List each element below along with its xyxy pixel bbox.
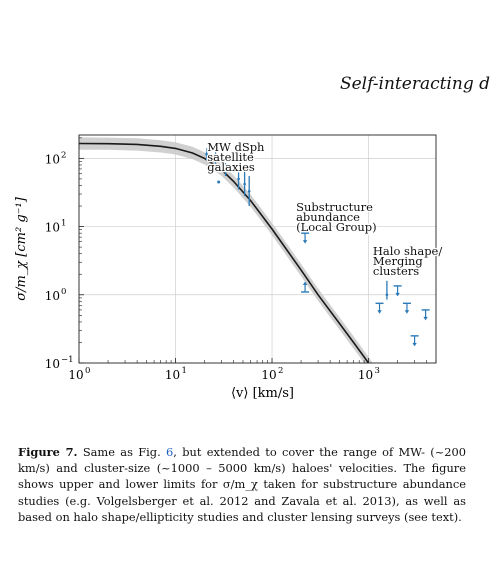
upper-limit-arrow (423, 316, 428, 321)
y-tick-label-exponent: 0 (61, 287, 66, 297)
curve-uncertainty-band (79, 137, 373, 363)
x-axis-label: ⟨v⟩ [km/s] (231, 386, 294, 401)
running-head: Self-interacting d (339, 74, 490, 94)
caption-text-rest: , but extended to cover the range of MW-… (18, 445, 466, 524)
constraint-point (243, 182, 246, 186)
annotation-line: Merging (373, 254, 424, 268)
constraint-marker (301, 232, 310, 244)
lower-limit-arrow (302, 281, 308, 285)
constraint-point (224, 167, 227, 171)
figure-reference-link[interactable]: 6 (166, 445, 174, 459)
x-tick-label-exponent: 3 (375, 366, 380, 376)
constraint-marker (393, 285, 402, 297)
uncertainty-band (79, 137, 373, 363)
x-tick-label-exponent: 1 (182, 366, 187, 376)
y-tick-label: 10 (45, 221, 60, 235)
y-axis-label: σ/m_χ [cm² g⁻¹] (14, 196, 29, 301)
annotation-line: galaxies (207, 160, 255, 174)
constraint-marker (421, 309, 430, 321)
constraint-marker (247, 176, 251, 207)
x-tick-label: 10 (68, 368, 83, 382)
upper-limit-arrow (404, 310, 410, 314)
plot-frame (78, 134, 437, 364)
y-tick-label-exponent: 2 (61, 150, 66, 160)
observational-constraints (205, 148, 430, 347)
annotation-line: MW dSph (207, 140, 265, 154)
constraint-point (385, 293, 389, 297)
constraint-point (237, 177, 240, 181)
caption-text-start: Same as Fig. (77, 445, 167, 459)
y-tick-label-exponent: 1 (61, 219, 66, 229)
velocity-dependent-curve (79, 142, 370, 363)
constraint-point (247, 189, 251, 193)
constraint-marker (385, 280, 389, 300)
constraint-marker (205, 148, 208, 160)
constraint-point (205, 152, 208, 156)
constraint-marker (214, 151, 217, 165)
constraint-point (217, 180, 221, 184)
annotation-line: Halo shape/ (373, 244, 442, 258)
annotation-line: abundance (296, 210, 360, 224)
constraint-marker (410, 335, 419, 347)
annotation-line: (Local Group) (296, 220, 377, 234)
cross-section-curve (79, 142, 370, 363)
constraint-marker (237, 168, 240, 190)
constraint-marker (301, 281, 310, 293)
annotation-line: clusters (373, 264, 419, 278)
upper-limit-arrow (377, 310, 382, 314)
constraint-marker (243, 164, 246, 197)
caption-label: Figure 7. (18, 445, 78, 459)
x-tick-label: 10 (165, 368, 180, 382)
x-tick-label: 10 (261, 368, 276, 382)
x-tick-label: 10 (358, 368, 373, 382)
constraint-marker (224, 163, 227, 177)
y-tick-label: 10 (45, 357, 60, 371)
constraint-marker (402, 302, 411, 314)
upper-limit-arrow (302, 240, 308, 244)
figure-caption: Figure 7. Same as Fig. 6, but extended t… (18, 444, 466, 525)
y-tick-label-exponent: −1 (61, 355, 74, 365)
x-tick-label-exponent: 0 (85, 366, 90, 376)
annotation-line: satellite (207, 150, 254, 164)
constraint-point (214, 157, 217, 160)
cross-section-velocity-figure: 10 0 10 1 10 2 10 310 −110 010 110 2 MW dSphsatelli… (14, 134, 444, 401)
upper-limit-arrow (412, 342, 417, 347)
x-tick-label-exponent: 2 (278, 366, 283, 376)
constraint-marker (217, 180, 221, 184)
y-tick-label: 10 (45, 289, 60, 303)
axis-ticks: 10 0 10 1 10 2 10 310 −110 010 110 2 (45, 137, 437, 382)
annotation-line: Substructure (296, 200, 373, 214)
upper-limit-arrow (395, 292, 400, 297)
constraint-marker (375, 302, 384, 314)
y-tick-label: 10 (45, 152, 60, 166)
